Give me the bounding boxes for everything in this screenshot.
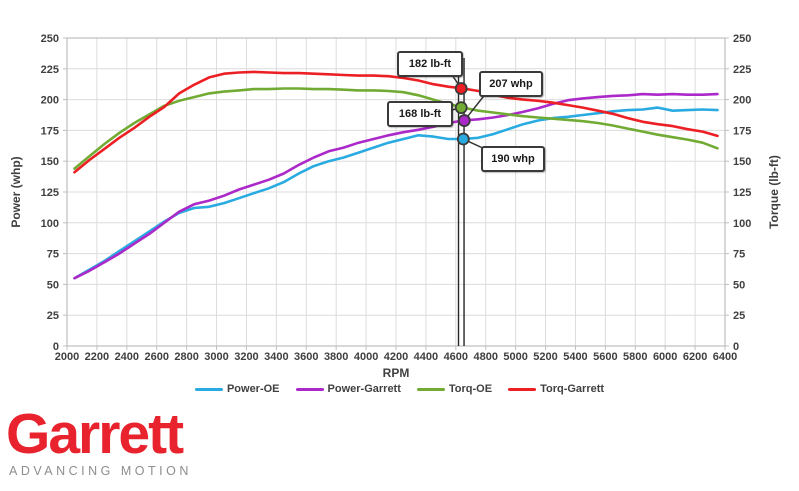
right-y-tick-label: 150 [733, 156, 751, 168]
right-y-tick-label: 50 [733, 279, 745, 291]
x-tick-label: 2200 [85, 351, 109, 363]
x-tick-label: 3200 [234, 351, 258, 363]
annotation-dot [456, 132, 470, 146]
x-tick-label: 4600 [444, 351, 468, 363]
left-y-tick-label: 125 [41, 187, 59, 199]
series-line-torq-oe [73, 87, 719, 170]
chart-legend: Power-OE Power-Garrett Torq-OE Torq-Garrett [0, 383, 799, 395]
left-y-tick-label: 100 [41, 218, 59, 230]
right-y-tick-label: 75 [733, 249, 745, 261]
annotation-box: 168 lb-ft [387, 101, 453, 127]
left-y-tick-label: 150 [41, 156, 59, 168]
right-y-tick-label: 25 [733, 310, 745, 322]
right-y-tick-label: 175 [733, 125, 751, 137]
x-tick-label: 5800 [623, 351, 647, 363]
left-y-tick-label: 225 [41, 64, 59, 76]
left-y-tick-label: 50 [47, 279, 59, 291]
left-y-tick-label: 200 [41, 95, 59, 107]
x-tick-label: 2000 [55, 351, 79, 363]
x-tick-label: 4000 [354, 351, 378, 363]
legend-label: Torq-OE [448, 383, 493, 395]
x-tick-label: 3400 [264, 351, 288, 363]
dyno-chart: 2000 2200 2400 2600 2800 3000 3200 3400 3600 3800… [0, 33, 799, 395]
legend-item-power-garrett: Power-Garrett [295, 383, 401, 395]
right-y-tick-label: 125 [733, 187, 751, 199]
right-y-tick-label: 100 [733, 218, 751, 230]
x-tick-label: 4800 [473, 351, 497, 363]
right-y-tick-label: 225 [733, 64, 751, 76]
x-tick-label: 6200 [683, 351, 707, 363]
x-tick-label: 5400 [563, 351, 587, 363]
x-tick-label: 3800 [324, 351, 348, 363]
logo-wordmark: Garrett [6, 402, 184, 466]
annotation-dot [454, 82, 468, 95]
left-y-tick-label: 25 [47, 310, 59, 322]
legend-swatch [508, 387, 537, 391]
left-y-tick-label: 75 [47, 249, 59, 261]
series-line-power-oe [73, 106, 719, 280]
legend-item-torq-oe: Torq-OE [416, 383, 493, 395]
x-tick-label: 2800 [174, 351, 198, 363]
legend-item-torq-garrett: Torq-Garrett [508, 383, 604, 395]
x-tick-label: 2400 [115, 351, 139, 363]
x-axis-title: RPM [382, 366, 410, 380]
legend-swatch [194, 387, 223, 391]
legend-swatch [295, 387, 324, 391]
annotation-box: 207 whp [479, 71, 543, 97]
chart-canvas: 2000 2200 2400 2600 2800 3000 3200 3400 3600 3800… [41, 33, 752, 363]
x-tick-label: 5000 [503, 351, 527, 363]
x-tick-label: 3600 [294, 351, 318, 363]
legend-item-power-oe: Power-OE [194, 383, 280, 395]
x-tick-label: 4200 [384, 351, 408, 363]
legend-swatch [416, 387, 445, 391]
x-tick-label: 5200 [533, 351, 557, 363]
x-tick-label: 6400 [713, 351, 737, 363]
left-axis-title: Power (whp) [9, 156, 23, 228]
right-axis-title: Torque (lb-ft) [767, 155, 781, 229]
right-y-tick-label: 0 [733, 341, 739, 353]
right-y-tick-label: 250 [733, 33, 751, 45]
x-tick-label: 5600 [593, 351, 617, 363]
left-y-tick-label: 175 [41, 125, 59, 137]
x-tick-label: 6000 [653, 351, 677, 363]
series-line-torq-garrett [73, 70, 719, 174]
right-y-tick-label: 200 [733, 95, 751, 107]
annotation-box: 182 lb-ft [397, 51, 463, 77]
logo-tagline: ADVANCING MOTION [9, 464, 192, 478]
annotation-dot [454, 101, 468, 115]
legend-label: Power-Garrett [327, 383, 401, 395]
x-tick-label: 4400 [414, 351, 438, 363]
series-line-power-garrett [73, 92, 719, 280]
left-y-tick-label: 250 [41, 33, 59, 45]
left-y-tick-label: 0 [53, 341, 59, 353]
x-tick-label: 3000 [204, 351, 228, 363]
annotation-box: 190 whp [481, 146, 545, 172]
legend-label: Power-OE [226, 383, 280, 395]
garrett-logo: Garrett ADVANCING MOTION [6, 402, 192, 479]
annotation-dot [457, 114, 471, 127]
x-tick-label: 2600 [144, 351, 168, 363]
legend-label: Torq-Garrett [540, 383, 605, 395]
